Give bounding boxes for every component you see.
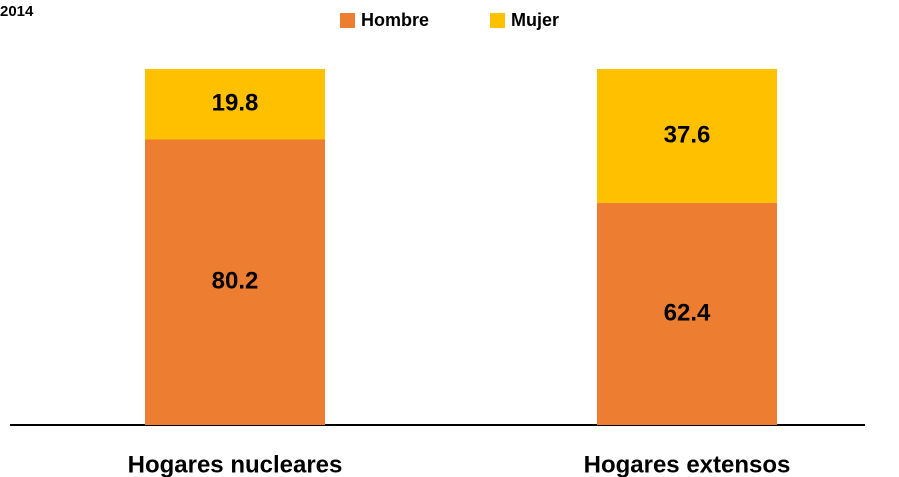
x-tick-label: Hogares nucleares bbox=[128, 451, 343, 477]
chart-title: 2014 bbox=[0, 3, 34, 20]
data-label: 19.8 bbox=[212, 90, 259, 117]
legend-label: Mujer bbox=[511, 10, 559, 30]
bar-segment bbox=[597, 69, 777, 203]
legend-swatch bbox=[340, 13, 355, 28]
data-label: 80.2 bbox=[212, 268, 259, 295]
bar-segment bbox=[145, 139, 325, 425]
data-label: 62.4 bbox=[664, 299, 711, 326]
data-label: 37.6 bbox=[664, 121, 711, 148]
bar-segment bbox=[597, 202, 777, 425]
bar-segment bbox=[145, 69, 325, 140]
legend-label: Hombre bbox=[361, 10, 429, 30]
x-tick-label: Hogares extensos bbox=[584, 451, 791, 477]
legend-swatch bbox=[490, 13, 505, 28]
